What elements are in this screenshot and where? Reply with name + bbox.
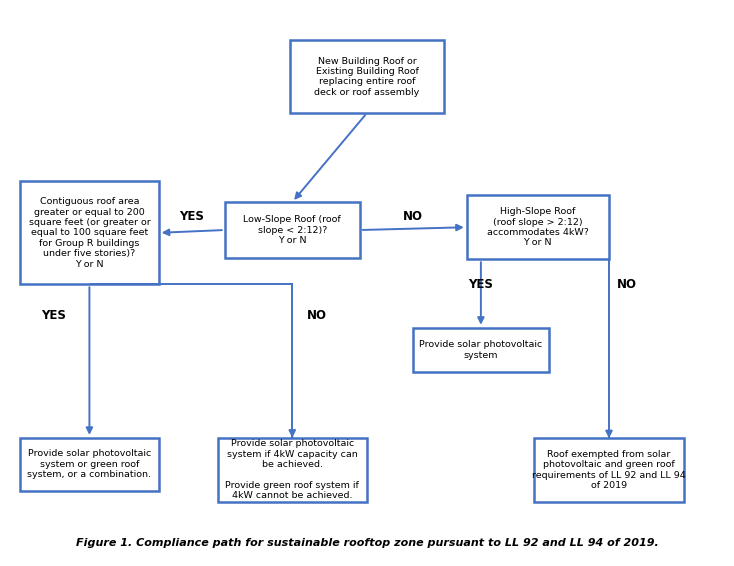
Text: YES: YES xyxy=(41,308,66,321)
FancyBboxPatch shape xyxy=(413,328,548,372)
FancyBboxPatch shape xyxy=(217,438,367,502)
Text: Provide solar photovoltaic
system: Provide solar photovoltaic system xyxy=(419,340,542,359)
Text: Provide solar photovoltaic
system or green roof
system, or a combination.: Provide solar photovoltaic system or gre… xyxy=(27,449,151,479)
FancyBboxPatch shape xyxy=(291,40,443,113)
FancyBboxPatch shape xyxy=(20,438,159,491)
Text: Roof exempted from solar
photovoltaic and green roof
requirements of LL 92 and L: Roof exempted from solar photovoltaic an… xyxy=(532,450,686,490)
Text: NO: NO xyxy=(617,278,637,291)
Text: YES: YES xyxy=(468,278,493,291)
Text: NO: NO xyxy=(307,308,327,321)
Text: New Building Roof or
Existing Building Roof
replacing entire roof
deck or roof a: New Building Roof or Existing Building R… xyxy=(314,57,420,97)
Text: Contiguous roof area
greater or equal to 200
square feet (or greater or
equal to: Contiguous roof area greater or equal to… xyxy=(29,197,150,268)
FancyBboxPatch shape xyxy=(20,181,159,284)
Text: NO: NO xyxy=(403,209,424,222)
FancyBboxPatch shape xyxy=(225,202,360,258)
Text: Provide solar photovoltaic
system if 4kW capacity can
be achieved.

Provide gree: Provide solar photovoltaic system if 4kW… xyxy=(225,439,359,500)
Text: High-Slope Roof
(roof slope > 2:12)
accommodates 4kW?
Y or N: High-Slope Roof (roof slope > 2:12) acco… xyxy=(487,207,589,247)
Text: Figure 1. Compliance path for sustainable rooftop zone pursuant to LL 92 and LL : Figure 1. Compliance path for sustainabl… xyxy=(76,538,658,548)
FancyBboxPatch shape xyxy=(534,438,684,502)
Text: Low-Slope Roof (roof
slope < 2:12)?
Y or N: Low-Slope Roof (roof slope < 2:12)? Y or… xyxy=(244,215,341,245)
Text: YES: YES xyxy=(179,209,204,222)
FancyBboxPatch shape xyxy=(467,195,609,259)
